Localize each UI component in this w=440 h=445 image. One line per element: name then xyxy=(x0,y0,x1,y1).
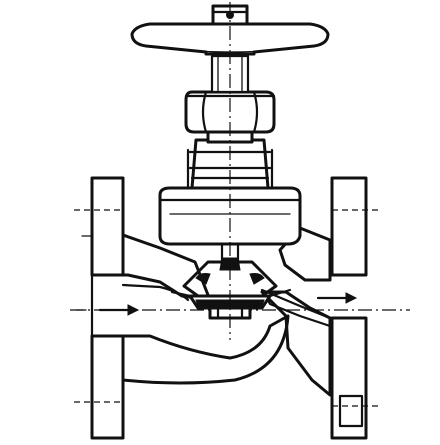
body-wall-right-lower xyxy=(260,290,332,397)
outlet-flange xyxy=(330,176,382,440)
body-wall-right-upper xyxy=(278,226,332,282)
body-wall-left-lower xyxy=(121,314,290,385)
seat-web xyxy=(260,288,332,328)
inlet-flange xyxy=(74,176,125,440)
seat xyxy=(170,288,292,298)
